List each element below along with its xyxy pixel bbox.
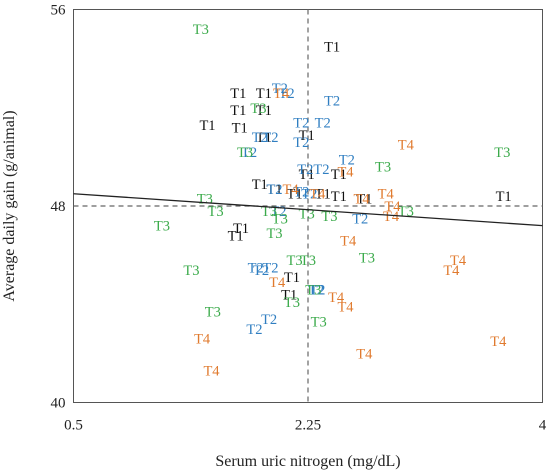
point-t1: T1 [299,128,315,144]
y-tick-label: 48 [51,199,66,215]
x-tick-label: 0.5 [64,418,83,434]
point-t4: T4 [273,86,290,102]
point-t3: T3 [287,253,303,269]
point-t3: T3 [205,305,221,321]
point-t4: T4 [450,253,467,269]
point-t2: T2 [252,130,268,146]
point-t3: T3 [494,145,510,161]
trendline [73,193,543,227]
point-t1: T1 [324,39,340,55]
point-t3: T3 [300,253,316,269]
point-t1: T1 [281,287,297,303]
point-t2: T2 [293,135,309,151]
point-t4: T4 [443,263,460,279]
y-axis-label: Average daily gain (g/animal) [1,110,18,301]
point-t1: T1 [299,167,315,183]
point-t1: T1 [232,120,248,136]
point-t1: T1 [356,192,372,208]
point-t3: T3 [183,263,199,279]
point-t2: T2 [253,263,269,279]
x-tick-label: 4 [539,418,547,434]
point-t3: T3 [154,219,170,235]
point-t1: T1 [331,167,347,183]
point-t2: T2 [293,115,309,131]
point-t1: T1 [256,103,272,119]
x-tick-label: 2.25 [295,418,321,434]
point-t4: T4 [356,346,373,362]
point-t3: T3 [250,101,266,117]
point-t1: T1 [331,189,347,205]
point-t1: T1 [315,187,331,203]
point-t4: T4 [283,182,300,198]
point-t4: T4 [384,199,401,215]
point-t1: T1 [256,86,272,102]
x-axis-label: Serum uric nitrogen (mg/dL) [215,453,400,470]
x-tick-labels: 0.5 2.25 4 [64,418,547,434]
point-t1: T1 [256,130,272,146]
point-t2: T2 [246,322,262,338]
point-t3: T3 [237,145,253,161]
point-t4: T4 [378,187,395,203]
point-t4: T4 [337,300,354,316]
point-t2: T2 [248,260,264,276]
point-t4: T4 [398,138,415,154]
point-t1: T1 [199,118,215,134]
point-t3: T3 [305,283,321,299]
point-t3: T3 [272,211,288,227]
y-tick-label: 56 [51,3,67,19]
point-t3: T3 [193,22,209,38]
point-t4: T4 [194,332,211,348]
point-t2: T2 [293,184,309,200]
point-t2: T2 [339,152,355,168]
point-t2: T2 [324,93,340,109]
point-t4: T4 [269,275,286,291]
y-tick-label: 40 [51,396,66,412]
point-t2: T2 [297,162,313,178]
point-t1: T1 [230,103,246,119]
point-t2: T2 [315,115,331,131]
point-t3: T3 [359,251,375,267]
point-t1: T1 [228,228,244,244]
point-t4: T4 [328,290,345,306]
point-t3: T3 [284,295,300,311]
point-t3: T3 [207,204,223,220]
point-t1: T1 [230,86,246,102]
point-t4: T4 [383,209,400,225]
point-t2: T2 [262,130,278,146]
point-t3: T3 [266,226,282,242]
point-t2: T2 [279,86,295,102]
point-t1: T1 [266,182,282,198]
point-t3: T3 [311,314,327,330]
point-t1: T1 [496,189,512,205]
point-t2: T2 [301,187,317,203]
point-t1: T1 [233,221,249,237]
point-t4: T4 [490,334,507,350]
point-t4: T4 [337,165,354,181]
point-t1: T1 [252,177,268,193]
point-t2: T2 [261,312,277,328]
trendline-segment [73,193,543,227]
point-t2: T2 [241,145,257,161]
point-t2: T2 [266,182,282,198]
point-t2: T2 [262,260,278,276]
point-t3: T3 [375,160,391,176]
point-t4: T4 [340,233,357,249]
point-t1: T1 [284,270,300,286]
point-t2: T2 [272,81,288,97]
point-t4: T4 [309,187,326,203]
point-t2: T2 [352,211,368,227]
point-t4: T4 [203,364,220,380]
point-t2: T2 [309,283,325,299]
point-t2: T2 [313,162,329,178]
point-t4: T4 [354,192,371,208]
point-t2: T2 [308,283,324,299]
point-t3: T3 [321,209,337,225]
reference-lines [73,9,543,403]
point-t1: T1 [287,187,303,203]
y-tick-labels: 40 48 56 [51,3,67,412]
point-t3: T3 [197,192,213,208]
